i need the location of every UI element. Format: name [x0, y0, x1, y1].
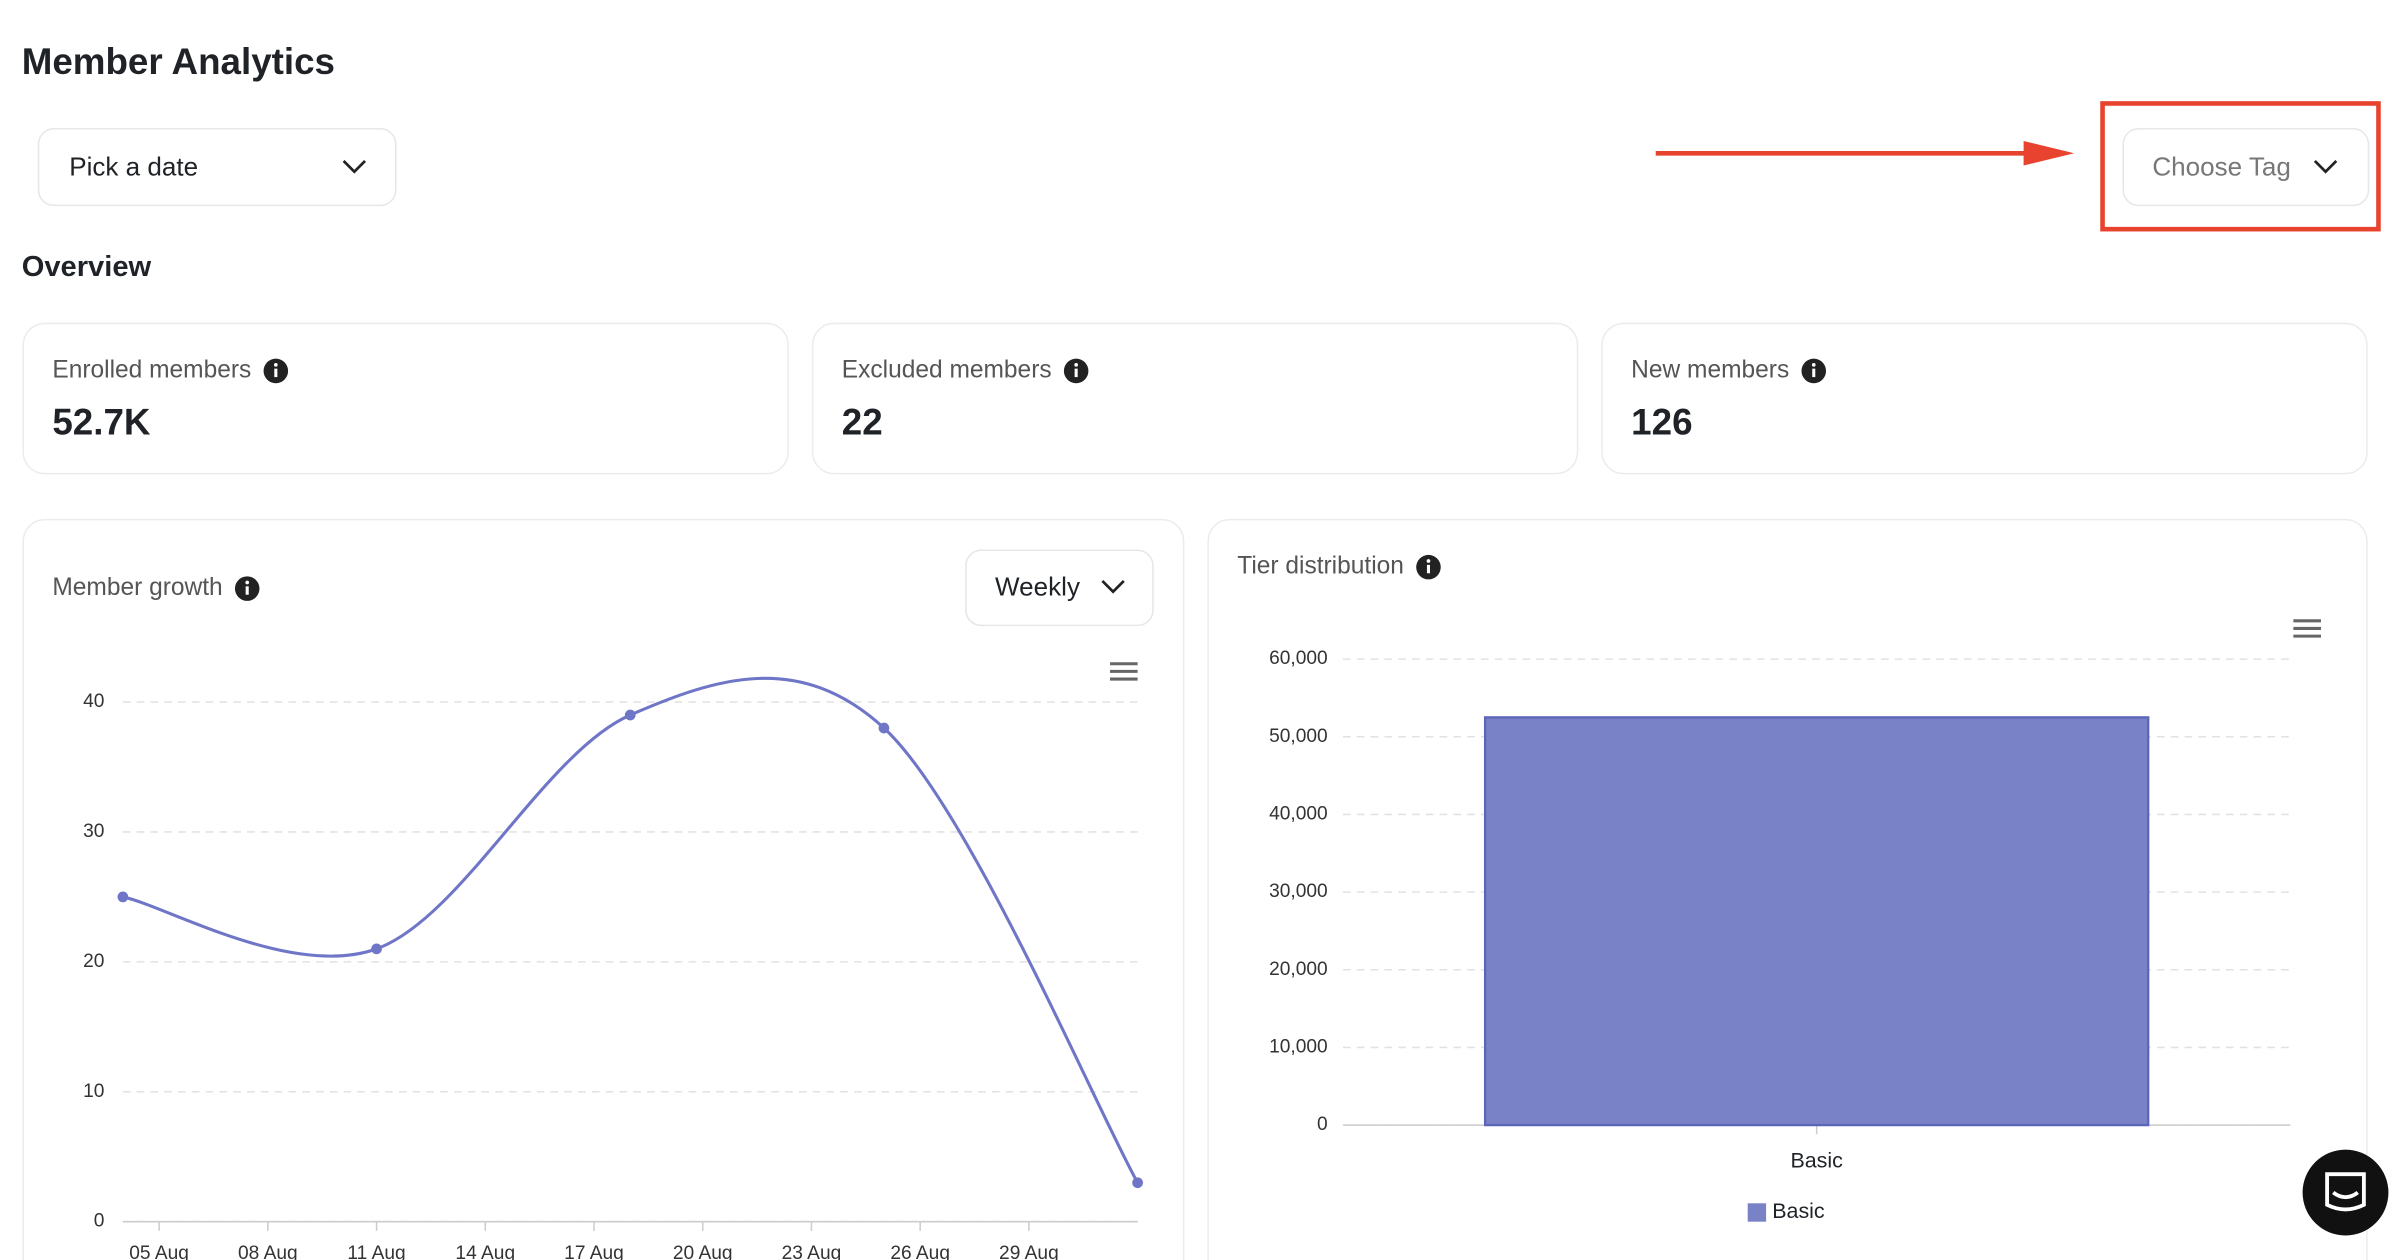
x-tick-label: 08 Aug [238, 1243, 298, 1260]
y-tick-label: 30 [83, 821, 104, 842]
point [117, 891, 129, 903]
point [878, 722, 890, 734]
chevron [1101, 579, 1125, 594]
x-tick-label: 20 Aug [673, 1243, 733, 1260]
tag-picker[interactable] [2122, 127, 2370, 207]
stat-card [1601, 322, 2368, 475]
x-tick-label: 14 Aug [455, 1243, 515, 1260]
y-tick-label: 20 [83, 951, 104, 972]
point [624, 709, 636, 721]
legend-label: Basic [1772, 1199, 1825, 1223]
x-tick-label: 17 Aug [564, 1243, 624, 1260]
line [122, 676, 1139, 1184]
chat-launcher[interactable] [2302, 1149, 2389, 1236]
x-tick-label: 11 Aug [347, 1243, 405, 1260]
stat-value: 126 [1631, 401, 1692, 442]
chart-card [22, 518, 1185, 1260]
chevron [2313, 159, 2338, 174]
date-picker-label[interactable]: Pick a date [69, 151, 198, 181]
info-icon-glyph [245, 580, 250, 585]
info-icon-glyph [1074, 362, 1078, 367]
chat-icon [2325, 1172, 2366, 1212]
stat-label: Excluded members [842, 356, 1052, 383]
info-icon-glyph [1811, 362, 1816, 367]
tag-picker-label[interactable]: Choose Tag [2152, 151, 2291, 181]
x-tick-label: Basic [1790, 1149, 1843, 1173]
chart-menu[interactable] [1110, 662, 1138, 681]
chat-icon [2332, 1190, 2359, 1200]
point [371, 943, 382, 955]
chart-title: Tier distribution [1237, 553, 1404, 580]
y-tick-label: 50,000 [1269, 726, 1328, 747]
y-tick-label: 0 [1317, 1114, 1328, 1135]
info-icon-glyph [1812, 368, 1816, 378]
x-tick-label: 29 Aug [999, 1243, 1059, 1260]
chart-menu[interactable] [2293, 619, 2321, 638]
info-icon-glyph [245, 586, 249, 595]
y-tick-label: 10,000 [1269, 1037, 1328, 1058]
period-label[interactable]: Weekly [995, 571, 1080, 601]
stat-card [811, 322, 1579, 475]
y-tick-label: 40 [83, 691, 104, 712]
annotation-box [2100, 101, 2381, 232]
info-icon-glyph [1074, 368, 1078, 378]
chart-title: Member growth [52, 574, 222, 601]
y-tick-label: 0 [94, 1211, 105, 1232]
y-tick-label: 30,000 [1269, 881, 1328, 902]
y-tick-label: 40,000 [1269, 804, 1328, 825]
stat-label: Enrolled members [52, 356, 251, 383]
stat-card [22, 322, 789, 475]
stat-value: 22 [842, 401, 883, 442]
annotation-arrowhead [2023, 141, 2075, 166]
bar [1483, 716, 2150, 1127]
stat-label: New members [1631, 356, 1789, 383]
x-tick-label: 05 Aug [129, 1243, 189, 1260]
info-icon-glyph [274, 368, 278, 378]
legend-swatch [1747, 1203, 1767, 1222]
x-tick-label: 23 Aug [782, 1243, 842, 1260]
x-tick-label: 26 Aug [890, 1243, 950, 1260]
point [1132, 1177, 1143, 1189]
chevron [342, 159, 367, 174]
section-title: Overview [22, 251, 152, 283]
y-tick-label: 60,000 [1269, 648, 1328, 669]
period-selector[interactable] [965, 549, 1154, 627]
info-icon-glyph [273, 362, 278, 367]
info-icon-glyph [1426, 559, 1431, 563]
y-tick-label: 20,000 [1269, 959, 1328, 980]
stat-value: 52.7K [52, 401, 151, 442]
info-icon-glyph [1426, 564, 1431, 574]
page-title: Member Analytics [22, 41, 335, 82]
y-tick-label: 10 [83, 1081, 104, 1102]
date-picker[interactable] [37, 127, 397, 207]
